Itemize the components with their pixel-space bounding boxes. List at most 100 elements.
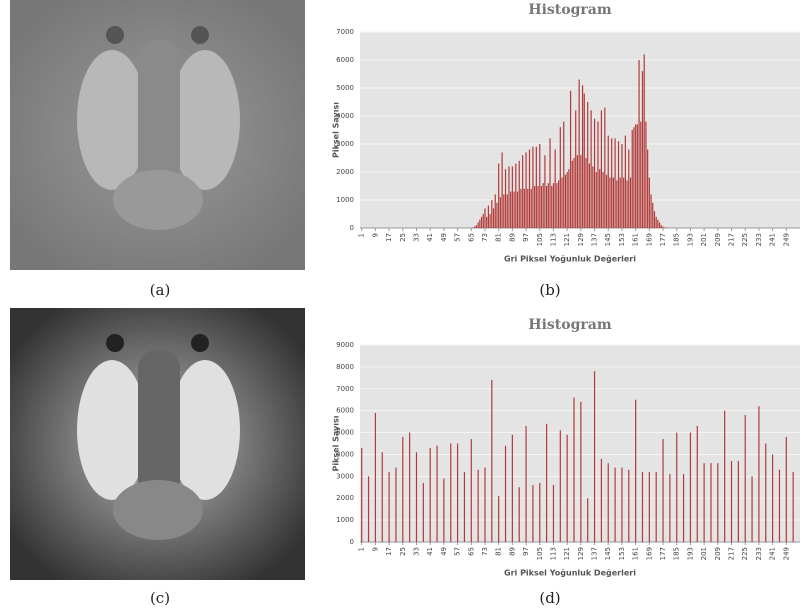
bar [575,110,576,228]
bar [662,439,663,542]
bar [484,208,485,228]
bar [676,433,677,542]
image-equalized [10,308,305,580]
bar [527,189,528,228]
bar [683,474,684,542]
bar [758,406,759,542]
bar [553,485,554,542]
image-original [10,0,305,270]
bar [772,454,773,542]
x-tick-label: 249 [782,547,790,560]
bar [498,496,499,542]
x-tick-label: 65 [467,233,475,242]
bar [738,461,739,542]
bar [650,194,651,228]
bar [525,426,526,542]
bar [640,122,641,228]
x-tick-label: 201 [700,233,708,246]
bar [649,472,650,542]
bar [620,178,621,228]
bar [633,127,634,228]
bar [524,189,525,228]
bar [495,194,496,228]
y-tick-label: 4000 [336,112,354,120]
plot-area [360,345,800,542]
x-tick-label: 89 [508,547,516,556]
bar [621,468,622,542]
x-axis-label: Gri Piksel Yoğunluk Değerleri [504,569,636,578]
x-tick-label: 145 [604,547,612,560]
x-tick-label: 97 [522,233,530,242]
bar [625,136,626,228]
bar [500,197,501,228]
bar [520,189,521,228]
bar [525,152,526,228]
bar [690,433,691,542]
bar [498,164,499,228]
bar [375,413,376,542]
x-tick-label: 177 [659,233,667,246]
bar [664,227,665,228]
bar [517,192,518,228]
y-tick-label: 2000 [336,494,354,502]
x-tick-label: 9 [371,233,379,237]
y-tick-label: 9000 [336,341,354,349]
x-tick-label: 201 [700,547,708,560]
bar [597,122,598,228]
bar [623,178,624,228]
x-tick-label: 49 [440,547,448,556]
bar [587,102,588,228]
bar [496,203,497,228]
bar [534,186,535,228]
bar [584,94,585,228]
bar [659,222,660,228]
bar [626,180,627,228]
bar [647,150,648,228]
y-tick-label: 3000 [336,472,354,480]
x-tick-label: 17 [385,233,393,242]
bar [628,470,629,542]
x-tick-label: 185 [673,547,681,560]
bar [609,178,610,228]
x-tick-label: 129 [577,233,585,246]
bar [613,178,614,228]
bar [551,186,552,228]
x-tick-label: 153 [618,233,626,246]
bar [582,85,583,228]
bar [416,452,417,542]
bar [546,424,547,542]
bar [560,127,561,228]
bar [563,122,564,228]
x-tick-label: 169 [645,547,653,560]
bar [616,180,617,228]
bar [472,227,473,228]
bar [430,448,431,542]
x-tick-label: 185 [673,233,681,246]
caption: (d) [539,589,560,607]
x-tick-label: 193 [686,547,694,560]
bar [731,461,732,542]
bar [632,130,633,228]
bar [652,203,653,228]
bar [786,437,787,542]
bar [543,183,544,228]
caption: (c) [150,589,170,607]
x-tick-label: 209 [714,233,722,246]
x-tick-label: 9 [371,547,379,551]
x-tick-label: 105 [536,547,544,560]
bar [529,150,530,228]
x-tick-label: 113 [549,233,557,246]
bar [717,463,718,542]
x-tick-label: 105 [536,233,544,246]
x-tick-label: 217 [728,233,736,246]
x-tick-label: 145 [604,233,612,246]
y-tick-label: 0 [350,538,354,546]
bar [536,147,537,228]
bar [642,71,643,228]
bar [512,435,513,542]
y-tick-label: 8000 [336,363,354,371]
bar [572,161,573,228]
bar [409,433,410,542]
bar [599,169,600,228]
x-tick-label: 217 [728,547,736,560]
